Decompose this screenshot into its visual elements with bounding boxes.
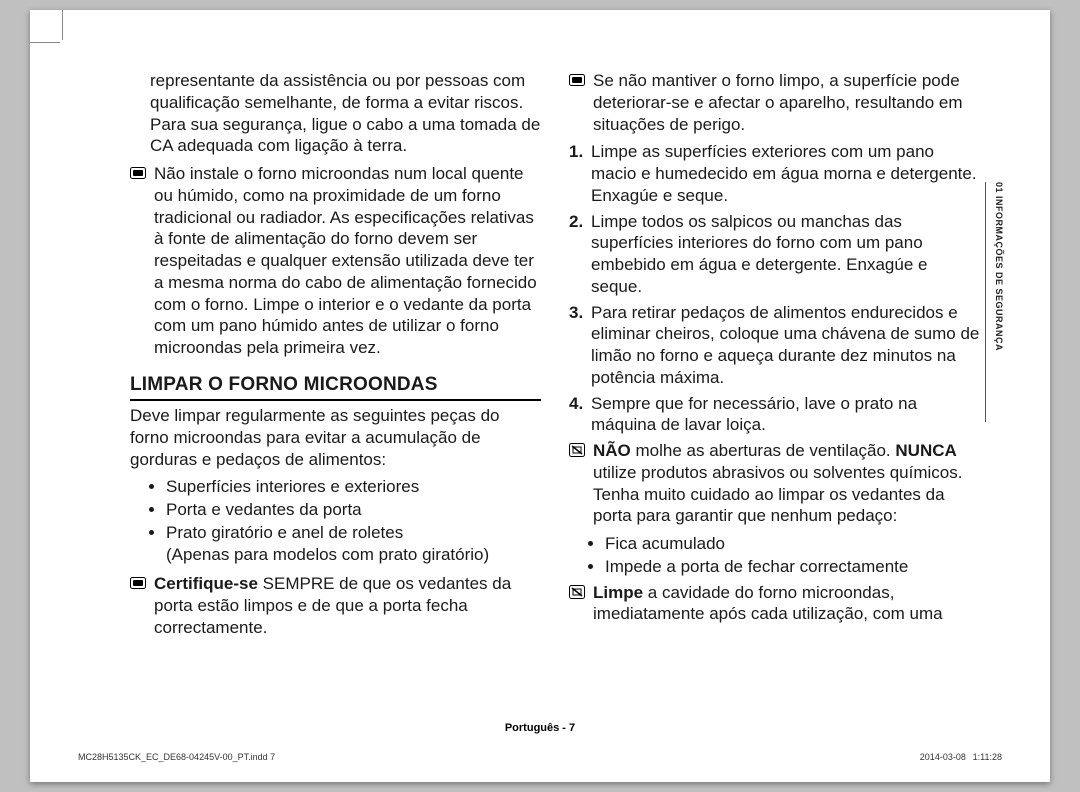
page-footer-center: Português - 7 [30,722,1050,734]
manual-page: 01 INFORMAÇÕES DE SEGURANÇA representant… [30,10,1050,782]
warning-icon [569,440,587,527]
crop-mark-horizontal [30,42,60,43]
item-number: 4. [569,393,587,437]
section-heading: LIMPAR O FORNO MICROONDAS [130,373,541,401]
note-icon [130,163,148,359]
list-item-text: Prato giratório e anel de roletes [166,523,403,542]
list-item: Porta e vedantes da porta [166,499,541,521]
bold-text: NUNCA [895,441,956,460]
warning-text: Limpe a cavidade do forno microondas, im… [593,582,980,626]
list-item: Prato giratório e anel de roletes (Apena… [166,522,541,566]
numbered-item: 4. Sempre que for necessário, lave o pra… [569,393,980,437]
note-icon [130,573,148,638]
note-item: Certifique-se SEMPRE de que os vedantes … [130,573,541,638]
warning-text: NÃO molhe as aberturas de ventilação. NU… [593,440,980,527]
item-text: Limpe as superfícies exteriores com um p… [591,141,980,206]
bold-text: Limpe [593,583,643,602]
numbered-item: 1. Limpe as superfícies exteriores com u… [569,141,980,206]
side-tab-rule [985,182,986,422]
note-icon [569,70,587,135]
plain-text: a cavidade do forno microondas, imediata… [593,583,943,624]
item-text: Para retirar pedaços de alimentos endure… [591,302,980,389]
note-item: Se não mantiver o forno limpo, a superfí… [569,70,980,135]
item-number: 3. [569,302,587,389]
note-text: Se não mantiver o forno limpo, a superfí… [593,70,980,135]
item-text: Sempre que for necessário, lave o prato … [591,393,980,437]
bullet-list: Superfícies interiores e exteriores Port… [130,476,541,565]
note-text: Certifique-se SEMPRE de que os vedantes … [154,573,541,638]
warning-icon [569,582,587,626]
note-item: Não instale o forno microondas num local… [130,163,541,359]
text-columns: representante da assistência ou por pess… [130,70,980,720]
paragraph: Deve limpar regularmente as seguintes pe… [130,405,541,470]
crop-mark-vertical [62,10,63,40]
item-number: 2. [569,211,587,298]
item-text: Limpe todos os salpicos ou manchas das s… [591,211,980,298]
list-item: Fica acumulado [605,533,980,555]
item-number: 1. [569,141,587,206]
column-left: representante da assistência ou por pess… [130,70,541,720]
column-right: Se não mantiver o forno limpo, a superfí… [569,70,980,720]
warning-item: NÃO molhe as aberturas de ventilação. NU… [569,440,980,527]
list-item: Impede a porta de fechar correctamente [605,556,980,578]
side-tab-label: 01 INFORMAÇÕES DE SEGURANÇA [994,182,1004,351]
bullet-list: Fica acumulado Impede a porta de fechar … [569,533,980,578]
page-footer-right: 2014-03-08 1:11:28 [920,752,1002,762]
plain-text: molhe as aberturas de ventilação. [631,441,896,460]
paragraph: representante da assistência ou por pess… [130,70,541,157]
page-footer-left: MC28H5135CK_EC_DE68-04245V-00_PT.indd 7 [78,752,275,762]
note-text: Não instale o forno microondas num local… [154,163,541,359]
bold-text: Certifique-se [154,574,258,593]
warning-item: Limpe a cavidade do forno microondas, im… [569,582,980,626]
plain-text: utilize produtos abrasivos ou solventes … [593,463,962,526]
list-item: Superfícies interiores e exteriores [166,476,541,498]
numbered-item: 3. Para retirar pedaços de alimentos end… [569,302,980,389]
numbered-item: 2. Limpe todos os salpicos ou manchas da… [569,211,980,298]
bold-text: NÃO [593,441,631,460]
list-item-sub: (Apenas para modelos com prato giratório… [166,545,489,564]
